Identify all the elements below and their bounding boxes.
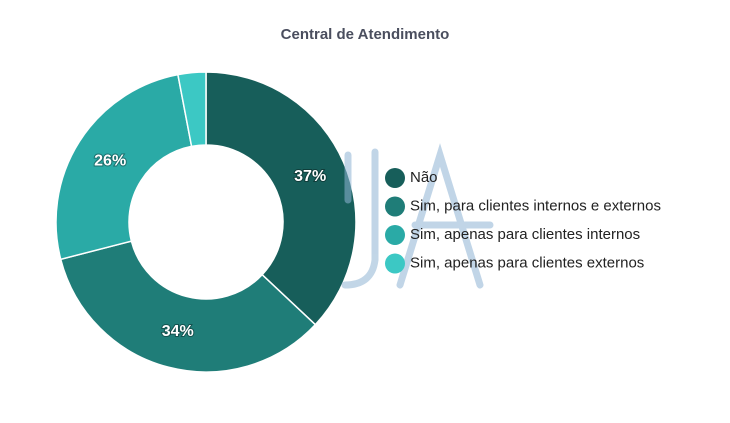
data-label: 26% bbox=[94, 152, 126, 169]
legend-label: Não bbox=[410, 169, 438, 186]
data-label: 34% bbox=[162, 323, 194, 340]
legend-label: Sim, para clientes internos e externos bbox=[410, 197, 661, 214]
pie-slice bbox=[59, 240, 317, 373]
legend: Não Sim, para clientes internos e externo… bbox=[385, 168, 661, 274]
data-label: 37% bbox=[294, 168, 326, 185]
legend-swatch bbox=[385, 253, 405, 274]
legend-label: Sim, apenas para clientes externos bbox=[410, 254, 644, 271]
pie-slice bbox=[205, 71, 357, 326]
chart-title: Central de Atendimento bbox=[281, 26, 450, 43]
pie-slice bbox=[55, 73, 193, 261]
legend-swatch bbox=[385, 168, 405, 188]
pie-slice bbox=[177, 71, 207, 148]
legend-swatch bbox=[385, 196, 405, 217]
legend-label: Sim, apenas para clientes internos bbox=[410, 226, 640, 243]
watermark bbox=[341, 143, 494, 289]
legend-swatch bbox=[385, 225, 405, 245]
pie: 37% 34% 26% bbox=[55, 71, 357, 373]
